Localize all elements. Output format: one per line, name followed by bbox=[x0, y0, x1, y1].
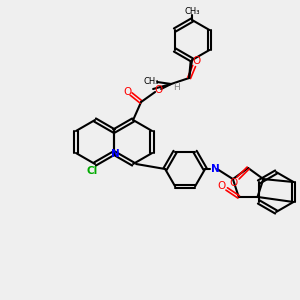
Text: CH₃: CH₃ bbox=[184, 8, 200, 16]
Text: N: N bbox=[211, 164, 220, 174]
Text: Cl: Cl bbox=[86, 166, 98, 176]
Text: O: O bbox=[218, 181, 226, 191]
Text: O: O bbox=[192, 56, 200, 66]
Text: O: O bbox=[154, 85, 162, 95]
Text: H: H bbox=[173, 83, 179, 92]
Text: CH₃: CH₃ bbox=[143, 77, 159, 86]
Text: O: O bbox=[229, 178, 237, 188]
Text: O: O bbox=[123, 87, 131, 97]
Text: N: N bbox=[111, 149, 119, 159]
